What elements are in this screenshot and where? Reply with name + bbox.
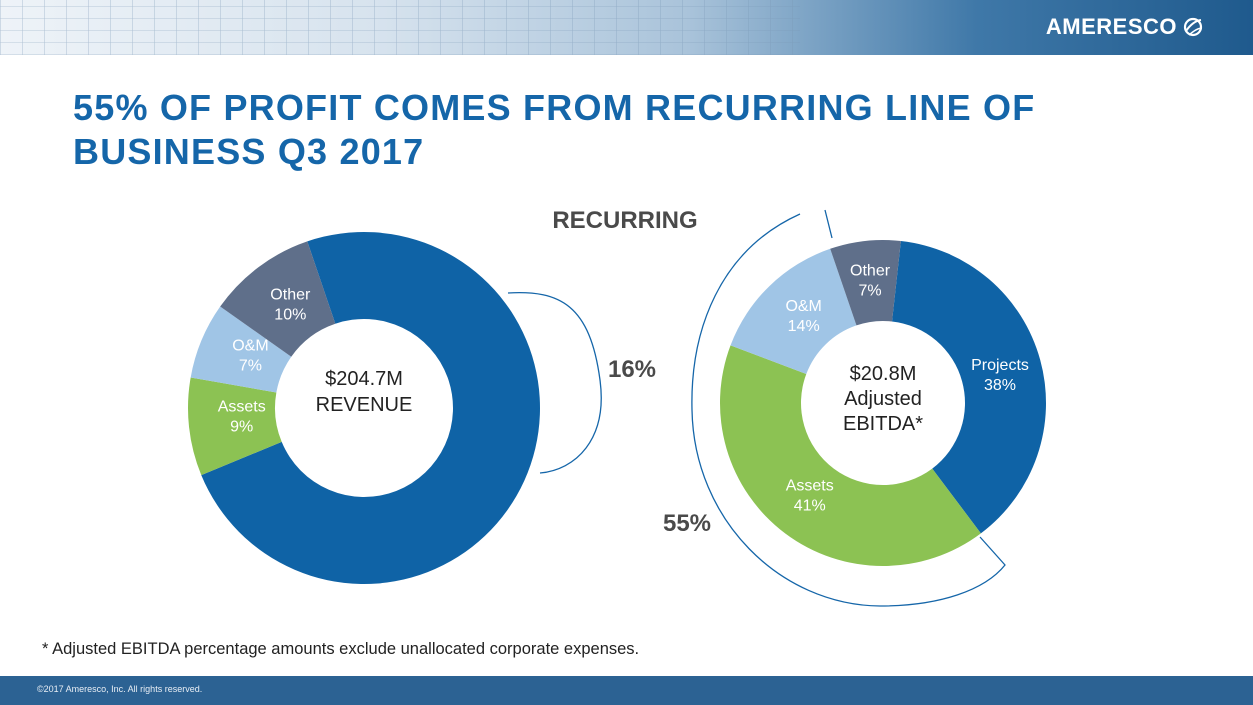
- donut1-slice-o-m: [730, 248, 857, 375]
- donut1-value-projects: 38%: [984, 377, 1016, 394]
- donut0-center-label-1: REVENUE: [316, 394, 413, 416]
- revenue-donut-chart: Projects74%Assets9%O&M7%Other10%$204.7MR…: [187, 232, 540, 585]
- donut0-label-assets: Assets: [218, 398, 266, 415]
- logo-text: AMERESCO: [1045, 14, 1177, 39]
- donut0-slice-projects: [201, 232, 540, 585]
- globe-icon: [1183, 17, 1203, 37]
- donut1-label-o-m: O&M: [785, 298, 821, 315]
- footnote: * Adjusted EBITDA percentage amounts exc…: [42, 640, 640, 658]
- donut0-center-label-0: $204.7M: [325, 368, 403, 390]
- revenue-recurring-percent: 16%: [608, 356, 656, 383]
- donut0-slice-assets: [187, 377, 282, 476]
- ebitda-donut-chart: Projects 38% Assets 41% O&M 14% Other 7% $20.8M A…: [720, 239, 1046, 566]
- donut0-value-assets: 9%: [230, 418, 253, 435]
- donut0-slice-o-m: [190, 306, 292, 393]
- donut1-center-label-1: Adjusted: [844, 388, 922, 410]
- copyright-text: ©2017 Ameresco, Inc. All rights reserved…: [37, 684, 203, 694]
- company-logo[interactable]: AMERESCO: [1046, 14, 1203, 40]
- ebitda-recurring-percent: 55%: [663, 510, 711, 537]
- revenue-recurring-bracket: [507, 291, 602, 474]
- donut0-slice-other: [220, 241, 336, 357]
- recurring-label: RECURRING: [552, 207, 697, 234]
- donut1-value-assets: 41%: [794, 498, 826, 515]
- donut0-value-o-m: 7%: [239, 358, 262, 375]
- donut1-center-label-2: EBITDA*: [843, 413, 923, 435]
- donut0-value-other: 10%: [274, 307, 306, 324]
- top-banner: AMERESCO: [0, 0, 1253, 55]
- donut1-value-o-m: 14%: [788, 318, 820, 335]
- donut1-value-other: 7%: [858, 283, 881, 300]
- donut0-label-o-m: O&M: [232, 338, 268, 355]
- donut1-label-projects: Projects: [971, 357, 1029, 374]
- donut1-center-label-0: $20.8M: [850, 363, 917, 385]
- banner-blueprint-pattern: [0, 0, 800, 55]
- ebitda-recurring-bracket: [691, 209, 1006, 607]
- page-title: 55% OF PROFIT COMES FROM RECURRING LINE …: [73, 87, 1036, 172]
- donut1-slice-projects: [891, 240, 1046, 534]
- donut1-slice-other: [830, 239, 901, 326]
- donut1-label-other: Other: [850, 263, 891, 280]
- donut1-label-assets: Assets: [786, 478, 834, 495]
- footer-bar: ©2017 Ameresco, Inc. All rights reserved…: [0, 676, 1253, 705]
- donut1-slice-assets: [720, 345, 981, 566]
- donut0-label-other: Other: [270, 287, 311, 304]
